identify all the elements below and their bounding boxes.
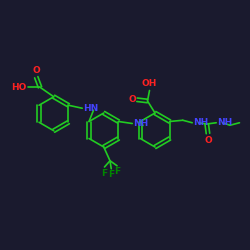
Text: F: F: [114, 167, 120, 176]
Text: NH: NH: [217, 118, 232, 127]
Text: F: F: [102, 168, 107, 177]
Text: O: O: [128, 95, 136, 104]
Text: NH: NH: [133, 119, 148, 128]
Text: HO: HO: [12, 83, 27, 92]
Text: F: F: [108, 170, 114, 179]
Text: O: O: [204, 136, 212, 144]
Text: OH: OH: [142, 80, 157, 88]
Text: NH: NH: [193, 118, 208, 127]
Text: O: O: [32, 66, 40, 75]
Text: HN: HN: [83, 104, 98, 113]
